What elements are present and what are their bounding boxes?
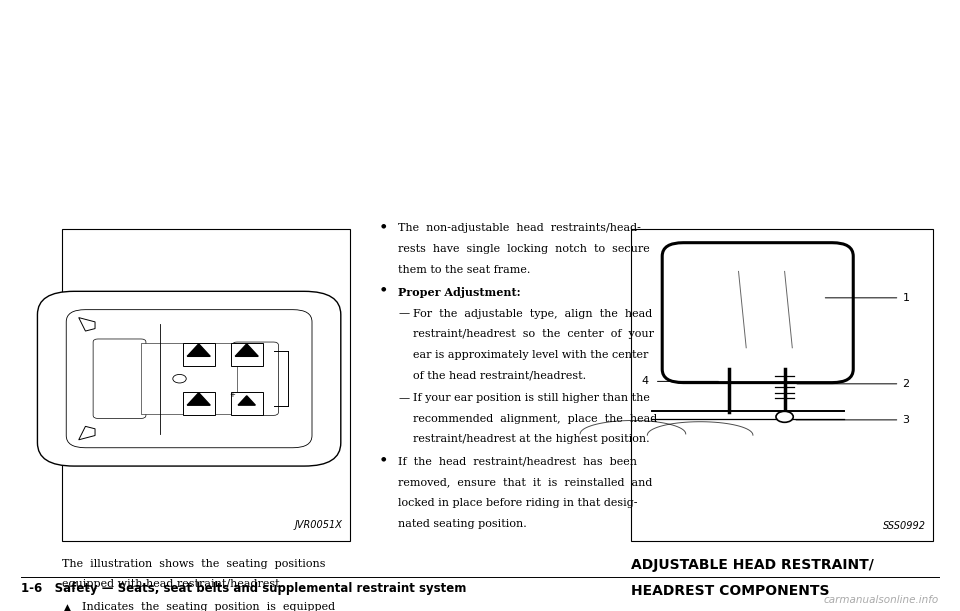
Bar: [230, 392, 262, 415]
Polygon shape: [187, 393, 210, 405]
Text: ear is approximately level with the center: ear is approximately level with the cent…: [413, 350, 648, 360]
Text: ●: ●: [381, 456, 387, 461]
Text: If your ear position is still higher than the: If your ear position is still higher tha…: [413, 393, 650, 403]
Text: The  illustration  shows  the  seating  positions: The illustration shows the seating posit…: [62, 559, 325, 569]
Polygon shape: [235, 344, 258, 356]
Polygon shape: [79, 426, 95, 440]
Text: —: —: [398, 309, 410, 318]
Text: locked in place before riding in that desig-: locked in place before riding in that de…: [398, 498, 637, 508]
Text: 1-6   Safety — Seats, seat belts and supplemental restraint system: 1-6 Safety — Seats, seat belts and suppl…: [21, 582, 467, 595]
Bar: [182, 343, 215, 366]
Text: them to the seat frame.: them to the seat frame.: [398, 265, 531, 274]
Text: ADJUSTABLE HEAD RESTRAINT/: ADJUSTABLE HEAD RESTRAINT/: [631, 558, 874, 572]
Text: Indicates  the  seating  position  is  equipped: Indicates the seating position is equipp…: [82, 602, 335, 611]
Polygon shape: [187, 344, 210, 356]
Text: 2: 2: [902, 379, 909, 389]
FancyBboxPatch shape: [662, 243, 853, 382]
FancyBboxPatch shape: [232, 342, 278, 415]
Text: Proper Adjustment:: Proper Adjustment:: [398, 287, 521, 298]
Text: 1: 1: [902, 293, 909, 303]
Text: HEADREST COMPONENTS: HEADREST COMPONENTS: [631, 584, 829, 598]
Polygon shape: [79, 318, 95, 331]
Polygon shape: [238, 396, 255, 405]
Text: nated seating position.: nated seating position.: [398, 519, 527, 529]
Text: ●: ●: [381, 287, 387, 291]
Text: 3: 3: [902, 415, 909, 425]
Text: equipped with head restraint/headrest.: equipped with head restraint/headrest.: [62, 579, 283, 589]
Text: —: —: [398, 393, 410, 403]
Text: restraint/headrest  so  the  center  of  your: restraint/headrest so the center of your: [413, 329, 654, 339]
Text: ●: ●: [381, 223, 387, 228]
Text: If  the  head  restraint/headrest  has  been: If the head restraint/headrest has been: [398, 456, 637, 466]
Text: The  non-adjustable  head  restraints/head-: The non-adjustable head restraints/head-: [398, 223, 641, 233]
Text: JVR0051X: JVR0051X: [295, 520, 343, 530]
Circle shape: [776, 411, 793, 422]
Circle shape: [173, 375, 186, 383]
FancyBboxPatch shape: [37, 291, 341, 466]
Text: of the head restraint/headrest.: of the head restraint/headrest.: [413, 371, 586, 381]
Text: removed,  ensure  that  it  is  reinstalled  and: removed, ensure that it is reinstalled a…: [398, 477, 653, 487]
Text: restraint/headrest at the highest position.: restraint/headrest at the highest positi…: [413, 434, 649, 444]
Text: 4: 4: [642, 376, 649, 386]
Text: For  the  adjustable  type,  align  the  head: For the adjustable type, align the head: [413, 309, 652, 318]
Bar: [230, 343, 262, 366]
Bar: [182, 392, 215, 415]
Text: ▲: ▲: [64, 602, 71, 611]
Text: carmanualsonline.info: carmanualsonline.info: [824, 595, 939, 605]
Bar: [141, 343, 237, 414]
Text: rests  have  single  locking  notch  to  secure: rests have single locking notch to secur…: [398, 244, 650, 254]
FancyBboxPatch shape: [66, 310, 312, 448]
Text: recommended  alignment,  place  the  head: recommended alignment, place the head: [413, 414, 657, 423]
Text: +: +: [229, 392, 235, 398]
FancyBboxPatch shape: [93, 339, 146, 419]
Bar: [62, 229, 350, 541]
Bar: [631, 229, 933, 541]
Text: SSS0992: SSS0992: [882, 521, 925, 531]
